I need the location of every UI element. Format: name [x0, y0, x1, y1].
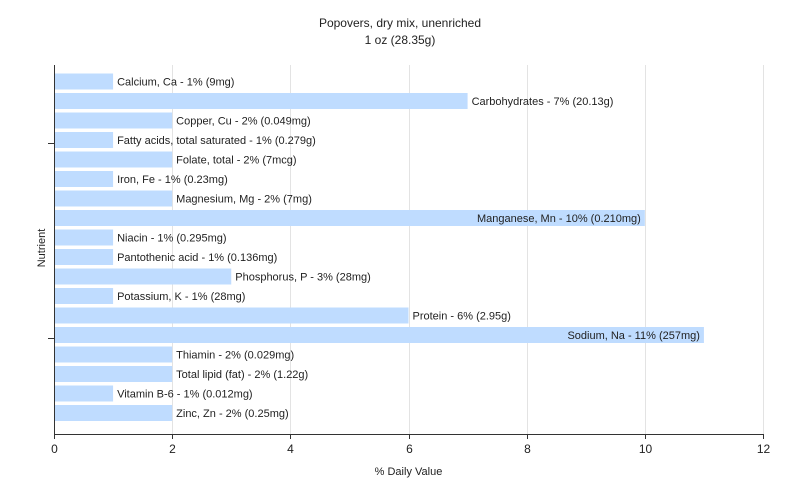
bar-label: Niacin - 1% (0.295mg) [117, 233, 226, 245]
x-tick-label: 8 [524, 442, 531, 456]
bar-label: Total lipid (fat) - 2% (1.22g) [176, 369, 308, 381]
x-tick-label: 10 [639, 442, 653, 456]
bar-label: Fatty acids, total saturated - 1% (0.279… [117, 135, 316, 147]
bar [55, 385, 114, 402]
bar [55, 229, 114, 246]
bar-label: Iron, Fe - 1% (0.23mg) [117, 174, 228, 186]
bar [55, 132, 114, 148]
bar [55, 112, 173, 129]
bar [55, 151, 173, 168]
bar-label: Pantothenic acid - 1% (0.136mg) [117, 252, 277, 264]
bar [55, 307, 409, 324]
bar [55, 73, 114, 90]
bar-label: Protein - 6% (2.95g) [413, 311, 511, 323]
chart-title: Popovers, dry mix, unenriched [318, 16, 482, 30]
bar-label: Sodium, Na - 11% (257mg) [567, 330, 699, 342]
chart-subtitle: 1 oz (28.35g) [364, 33, 436, 47]
bar [55, 171, 114, 187]
bar [55, 190, 173, 207]
bar [55, 346, 173, 363]
bar [55, 268, 232, 285]
y-axis-label: Nutrient [36, 228, 48, 268]
bar-label: Magnesium, Mg - 2% (7mg) [176, 194, 312, 206]
x-tick-label: 12 [757, 442, 771, 456]
bar [55, 93, 468, 109]
bar [55, 210, 645, 226]
x-tick-label: 6 [406, 442, 413, 456]
bar [55, 405, 173, 421]
bar-label: Manganese, Mn - 10% (0.210mg) [477, 213, 641, 225]
x-tick-label: 4 [287, 442, 294, 456]
x-tick-label: 0 [51, 442, 58, 456]
bar-label: Zinc, Zn - 2% (0.25mg) [176, 408, 288, 420]
bar-label: Vitamin B-6 - 1% (0.012mg) [117, 389, 253, 401]
bar [55, 288, 114, 304]
bar-label: Thiamin - 2% (0.029mg) [176, 350, 294, 362]
bar-label: Potassium, K - 1% (28mg) [117, 291, 245, 303]
bar-label: Folate, total - 2% (7mcg) [176, 155, 296, 167]
bar [55, 249, 114, 265]
bar [55, 366, 173, 382]
bar [55, 327, 704, 343]
bar-label: Carbohydrates - 7% (20.13g) [472, 96, 614, 108]
x-tick-label: 2 [169, 442, 176, 456]
bar-label: Copper, Cu - 2% (0.049mg) [176, 116, 311, 128]
bar-label: Phosphorus, P - 3% (28mg) [235, 272, 371, 284]
x-axis-label: % Daily Value [374, 466, 443, 478]
bar-label: Calcium, Ca - 1% (9mg) [117, 77, 234, 89]
